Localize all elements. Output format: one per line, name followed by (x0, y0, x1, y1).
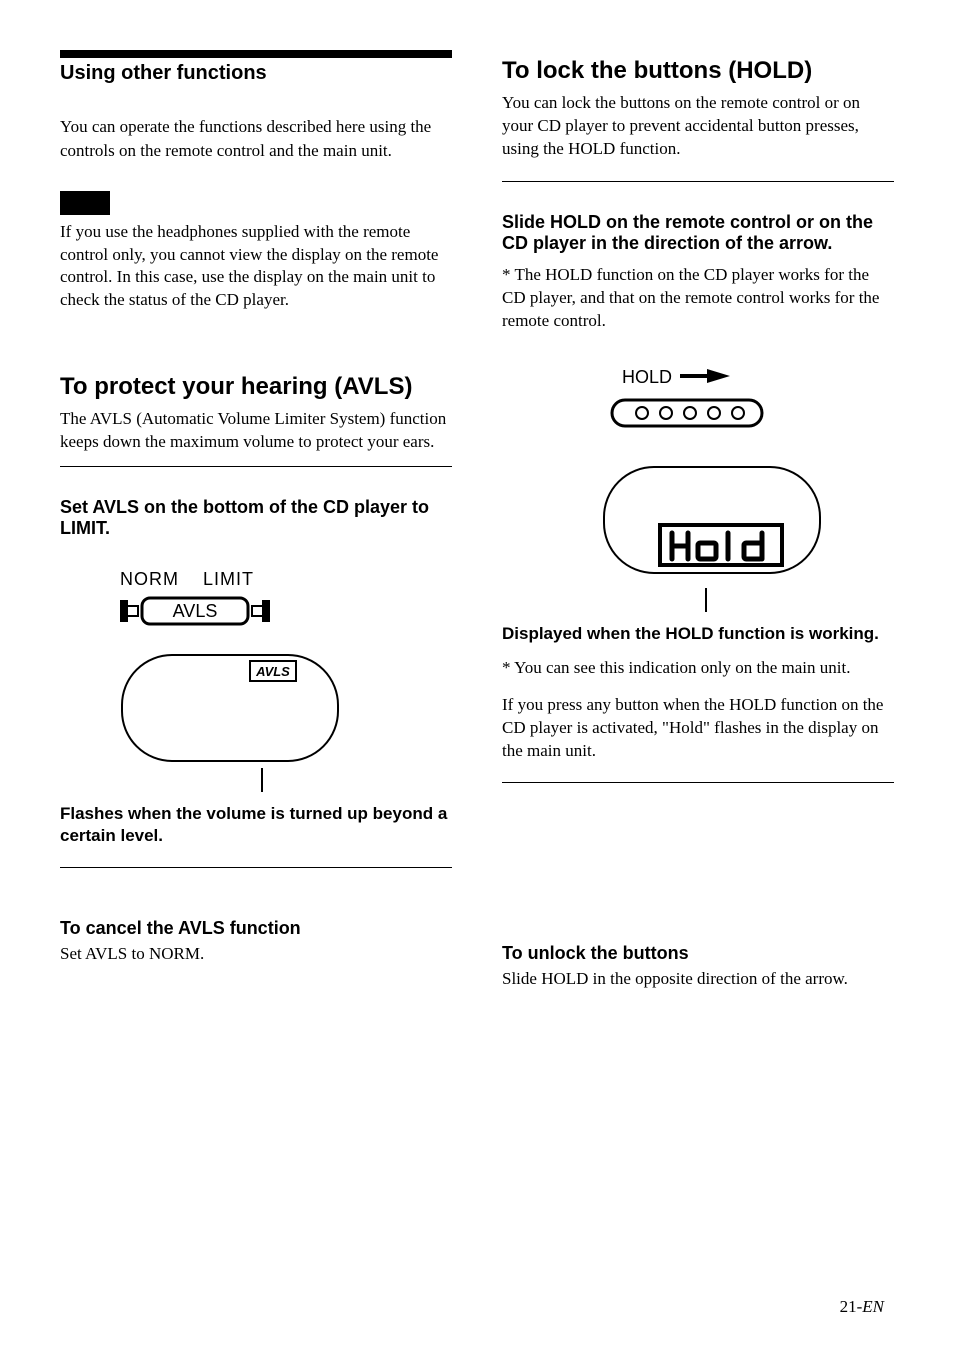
avls-caption: Flashes when the volume is turned up bey… (60, 803, 452, 847)
divider (60, 466, 452, 467)
hold-display-icon (602, 465, 822, 583)
note-marker (60, 191, 110, 215)
avls-description: The AVLS (Automatic Volume Limiter Syste… (60, 408, 452, 454)
note-body: If you use the headphones supplied with … (60, 221, 452, 313)
hold-diagram: HOLD (602, 363, 894, 617)
page-num-value: 21 (840, 1297, 857, 1316)
avls-display-text: AVLS (255, 664, 290, 679)
avls-display-icon: AVLS (120, 653, 340, 763)
hold-instruction: Slide HOLD on the remote control or on t… (502, 212, 894, 254)
leader-line-icon (704, 588, 708, 612)
hold-tip: If you press any button when the HOLD fu… (502, 694, 894, 763)
right-column: To lock the buttons (HOLD) You can lock … (502, 50, 894, 991)
intro-text: You can operate the functions described … (60, 115, 452, 163)
hold-switch-icon: HOLD (602, 363, 782, 391)
section-rule (60, 50, 452, 58)
hold-cancel-heading: To unlock the buttons (502, 943, 894, 964)
avls-cancel-body: Set AVLS to NORM. (60, 943, 452, 966)
heading-hold: To lock the buttons (HOLD) (502, 56, 894, 86)
hold-switch-text: HOLD (622, 367, 672, 387)
divider (502, 782, 894, 783)
avls-switch-labels: NORM LIMIT (120, 569, 452, 590)
hold-slider-icon (602, 396, 772, 430)
section-using-other-functions: Using other functions (60, 62, 452, 85)
page-content: Using other functions You can operate th… (60, 50, 894, 991)
avls-switch-text: AVLS (173, 601, 218, 621)
label-limit: LIMIT (203, 569, 254, 589)
hold-footnote: * You can see this indication only on th… (502, 657, 894, 680)
page-number: 21-EN (840, 1297, 884, 1317)
avls-instruction: Set AVLS on the bottom of the CD player … (60, 497, 452, 539)
leader-line-icon (260, 768, 264, 792)
avls-diagram: NORM LIMIT AVLS AVLS Flashes when the vo… (120, 569, 452, 847)
divider (502, 181, 894, 182)
avls-cancel-heading: To cancel the AVLS function (60, 918, 452, 939)
heading-avls: To protect your hearing (AVLS) (60, 372, 452, 402)
page-num-suffix: -EN (857, 1297, 884, 1316)
seven-seg-hold-icon (672, 533, 762, 559)
hold-cancel-body: Slide HOLD in the opposite direction of … (502, 968, 894, 991)
arrow-right-icon (707, 369, 730, 383)
hold-note: * The HOLD function on the CD player wor… (502, 264, 894, 333)
left-column: Using other functions You can operate th… (60, 50, 452, 991)
hold-caption: Displayed when the HOLD function is work… (502, 623, 894, 645)
label-norm: NORM (120, 569, 179, 589)
hold-description: You can lock the buttons on the remote c… (502, 92, 894, 161)
avls-switch-icon: AVLS (120, 594, 270, 628)
divider (60, 867, 452, 868)
